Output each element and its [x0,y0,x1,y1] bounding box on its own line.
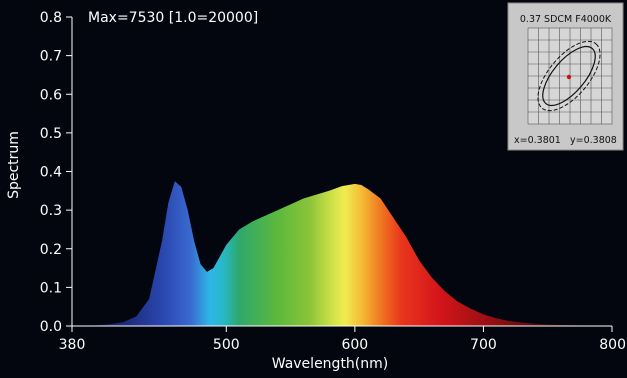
inset-outer-ellipse [537,40,601,112]
inset-x-value: x=0.3801 [514,135,561,146]
inset-inner-ellipse [542,45,596,107]
inset-title: 0.37 SDCM F4000K [520,14,612,25]
chart-header: Max=7530 [1.0=20000] [88,10,258,26]
x-tick-label: 800 [599,337,626,353]
inset-point-marker [566,74,572,80]
y-tick-label: 0.2 [40,242,62,258]
y-tick-label: 0.1 [40,280,62,296]
y-tick-label: 0.4 [40,165,62,181]
y-tick-label: 0.8 [40,10,62,26]
x-axis-title: Wavelength(nm) [272,356,388,372]
y-tick-label: 0.0 [40,319,62,335]
y-tick-label: 0.7 [40,49,62,65]
x-tick-label: 700 [470,337,497,353]
x-tick-label: 380 [59,337,86,353]
spectrum-area [72,181,612,326]
y-axis-title: Spectrum [6,131,22,199]
x-ticks: 380 500 600 700 800 [59,326,626,353]
chromaticity-inset: 0.37 SDCM F4000K x=0.3801 y=0.3808 [507,2,624,151]
y-tick-label: 0.3 [40,203,62,219]
x-tick-label: 600 [341,337,368,353]
x-tick-label: 500 [213,337,240,353]
y-tick-label: 0.6 [40,87,62,103]
inset-y-value: y=0.3808 [570,135,617,146]
y-tick-label: 0.5 [40,126,62,142]
y-ticks: 0.0 0.1 0.2 0.3 0.4 0.5 0.6 0.7 0.8 [40,10,72,335]
